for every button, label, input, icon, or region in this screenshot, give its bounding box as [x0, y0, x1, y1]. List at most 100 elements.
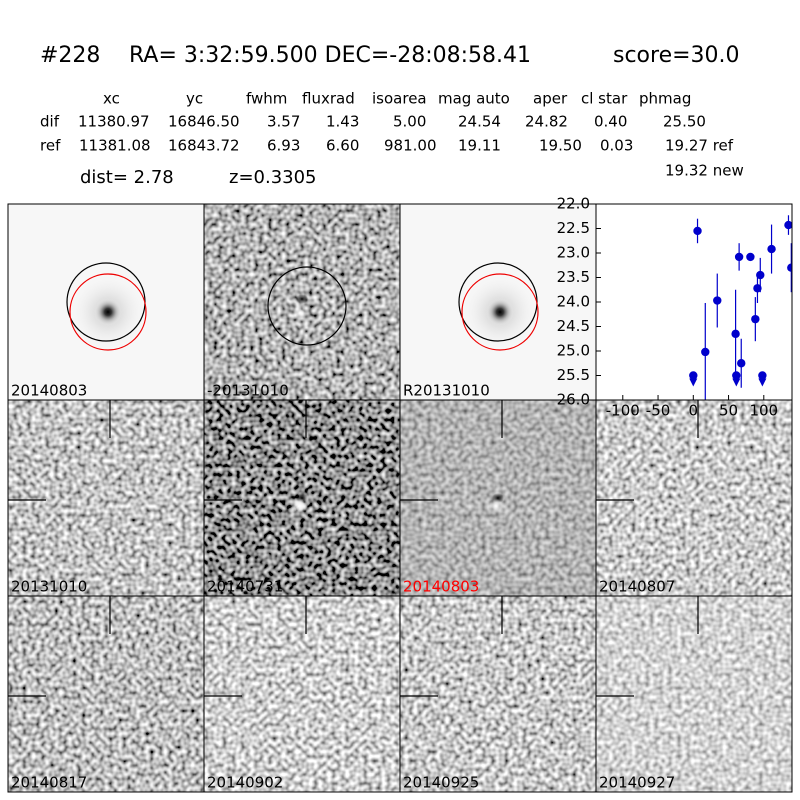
column-header: phmag [639, 90, 691, 108]
stamp-label: 20140807 [599, 578, 675, 596]
plot-frame [595, 203, 793, 401]
candidate-id: #228 [40, 43, 100, 68]
stamp-label: 20131010 [11, 578, 87, 596]
y-tick-label: 25.5 [557, 366, 590, 384]
data-point [701, 347, 710, 357]
plot-area [596, 204, 792, 400]
table-cell: 3.57 [267, 113, 300, 131]
y-tick-label: 22.0 [557, 195, 590, 213]
table-cell: 24.54 [458, 113, 501, 131]
distance: dist= 2.78 [80, 167, 174, 188]
data-point [758, 371, 767, 380]
aperture [267, 266, 347, 346]
stamp-label: 20140927 [599, 774, 675, 792]
light-curve: 22.0 22.5 23.0 23.5 24.0 24.5 25.0 25.5 26.0 -100… [557, 195, 793, 420]
upper-limit [732, 378, 741, 387]
y-tick-label: 23.5 [557, 268, 590, 286]
column-header: xc [103, 90, 120, 108]
table-cell: 25.50 [663, 113, 706, 131]
x-tick-label: -50 [646, 402, 671, 420]
y-tick-label: 26.0 [557, 391, 590, 409]
y-tick-label: 22.5 [557, 219, 590, 237]
stamp-image [204, 596, 400, 792]
score: score=30.0 [613, 43, 740, 68]
galaxy-core [486, 298, 514, 326]
x-tick-label: 0 [689, 402, 699, 420]
redshift: z=0.3305 [229, 167, 317, 188]
stamp-image [400, 596, 596, 792]
column-header: aper [533, 90, 568, 108]
aperture-ref [69, 273, 147, 351]
stamp-frame [595, 595, 793, 793]
table-cell: 0.40 [594, 113, 627, 131]
x-tick-label: 100 [749, 402, 778, 420]
stamp-grid: 20140803 -20131010 R20131010 20131010 201407… [7, 203, 793, 793]
table-cell: 5.00 [393, 113, 426, 131]
data-point [732, 371, 741, 380]
data-point [767, 244, 776, 254]
row-label: dif [40, 113, 60, 131]
table-cell: 6.93 [267, 137, 300, 155]
data-point [784, 220, 792, 230]
table-cell: 19.27 ref [665, 137, 734, 155]
data-point [756, 270, 765, 280]
residual-bright [290, 498, 308, 514]
y-tick-label: 24.5 [557, 317, 590, 335]
y-tick-label: 24.0 [557, 293, 590, 311]
data-point [734, 252, 744, 262]
table-cell: 11380.97 [78, 113, 150, 131]
table-cell: 11381.08 [79, 137, 151, 155]
table-cell: 6.60 [326, 137, 359, 155]
stamp-image [596, 400, 792, 596]
table-cell: 16843.72 [168, 137, 240, 155]
plot-marks [689, 215, 792, 400]
residual-bright [293, 306, 307, 320]
data-point [753, 284, 762, 293]
stamp-label: 20140817 [11, 774, 87, 792]
data-point [751, 314, 760, 324]
table-cell: 19.50 [539, 137, 582, 155]
new-magnitude: 19.32 new [665, 162, 744, 180]
stamp-image [8, 596, 204, 792]
stamp-label: 20140803 [11, 382, 87, 400]
stamp-label: R20131010 [403, 382, 490, 400]
data-point [731, 329, 740, 339]
galaxy-core [94, 298, 122, 326]
stamp-label: 20140731 [207, 578, 283, 596]
column-header: fluxrad [302, 90, 355, 108]
table-cell: 981.00 [384, 137, 437, 155]
upper-limit [689, 378, 698, 387]
residual-bright [489, 499, 503, 513]
stamp-image [596, 596, 792, 792]
table-cell: 16846.50 [168, 113, 240, 131]
column-header: yc [186, 90, 203, 108]
y-tick-label: 25.0 [557, 342, 590, 360]
row-label: ref [40, 137, 61, 155]
column-header: fwhm [246, 90, 287, 108]
residual-dark [296, 294, 308, 304]
data-point [689, 371, 698, 380]
x-tick-label: -100 [606, 402, 640, 420]
upper-limit [758, 378, 767, 387]
table-cell: 24.82 [525, 113, 568, 131]
stamp-label: 20140803 [403, 578, 479, 596]
data-point [693, 226, 702, 236]
data-point [746, 252, 755, 262]
column-header: cl star [581, 90, 628, 108]
y-tick-label: 23.0 [557, 244, 590, 262]
x-tick-label: 50 [719, 402, 738, 420]
data-point [737, 359, 746, 368]
column-header: mag auto [438, 90, 510, 108]
coordinates: RA= 3:32:59.500 DEC=-28:08:58.41 [129, 43, 531, 68]
column-header: isoarea [372, 90, 427, 108]
table-cell: 19.11 [458, 137, 501, 155]
aperture-ref [461, 273, 539, 351]
stamp-label: 20140902 [207, 774, 283, 792]
stamp-image [8, 400, 204, 596]
stamp-label: -20131010 [207, 382, 289, 400]
stamp-label: 20140925 [403, 774, 479, 792]
table-cell: 0.03 [600, 137, 633, 155]
data-point [713, 296, 722, 305]
table-cell: 1.43 [326, 113, 359, 131]
